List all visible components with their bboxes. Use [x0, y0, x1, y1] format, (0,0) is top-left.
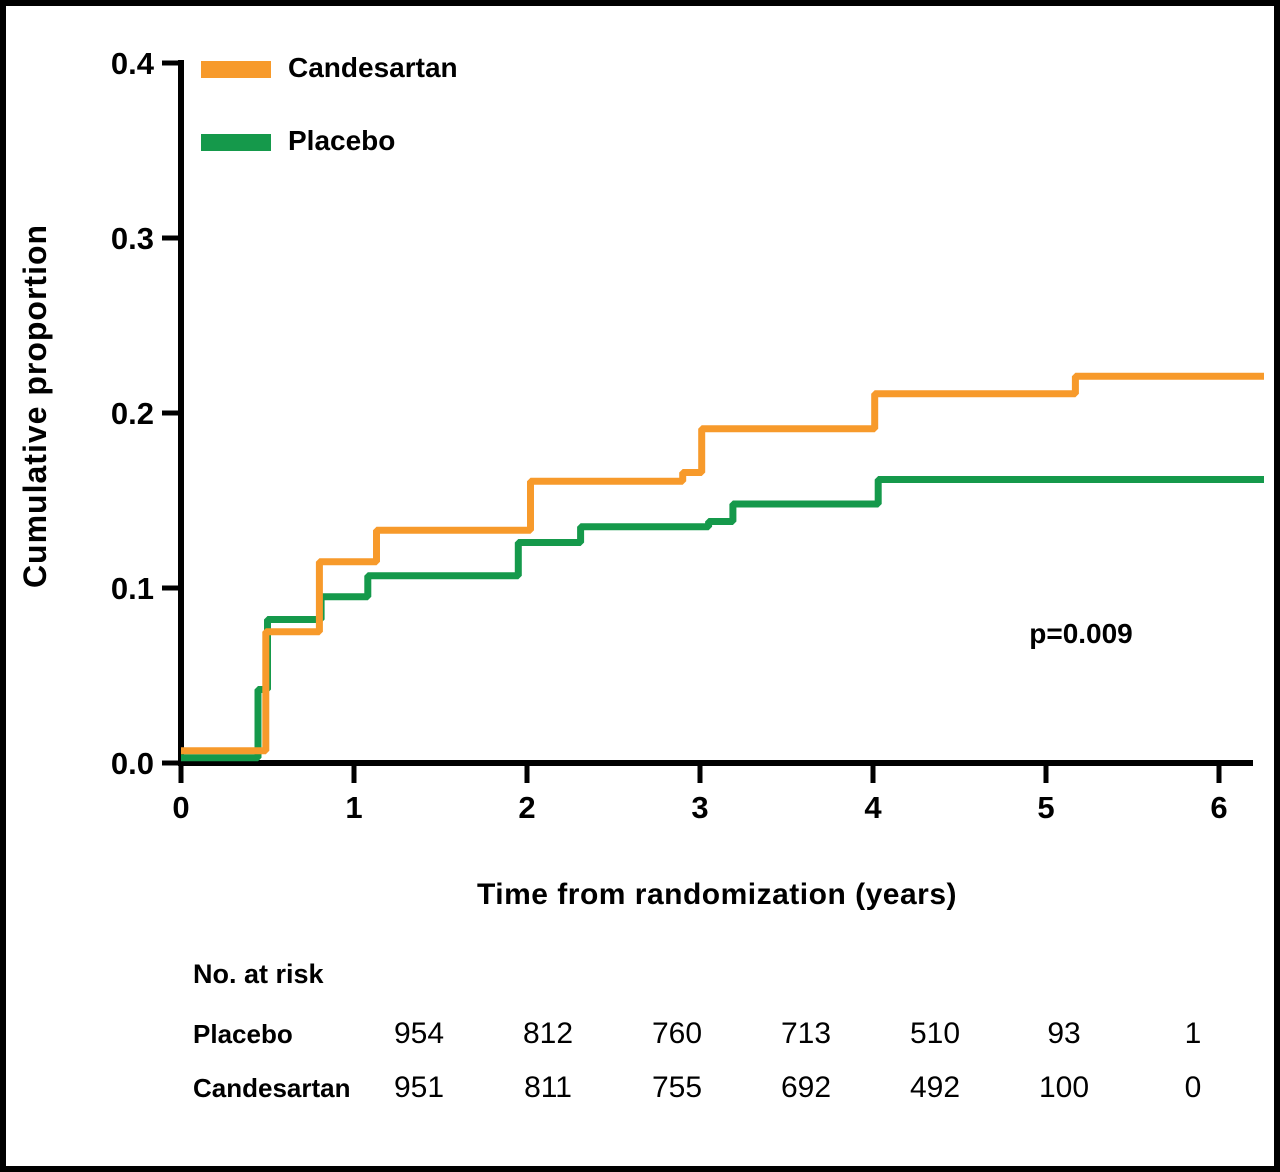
y-axis-title: Cumulative proportion	[17, 224, 53, 588]
risk-value: 713	[780, 1017, 832, 1050]
legend-label-placebo: Placebo	[288, 125, 396, 156]
x-tick-label: 2	[518, 790, 535, 825]
risk-value: 1	[1184, 1017, 1202, 1050]
risk-value: 692	[780, 1071, 832, 1104]
y-tick-label: 0.3	[111, 221, 154, 256]
x-tick-label: 6	[1210, 790, 1227, 825]
y-tick-label: 0.1	[111, 571, 154, 606]
legend-label-candesartan: Candesartan	[288, 52, 458, 83]
axes	[162, 60, 1253, 783]
x-tick-label: 1	[345, 790, 362, 825]
risk-value: 93	[1047, 1017, 1081, 1050]
risk-value: 951	[393, 1071, 445, 1104]
y-tick-label: 0.2	[111, 396, 154, 431]
x-tick-label: 5	[1037, 790, 1054, 825]
risk-value: 492	[909, 1071, 961, 1104]
tick-labels: 0 1 2 3 4 5 6 0.0 0.1 0.2 0.3 0.4	[111, 46, 1228, 825]
x-tick-label: 3	[691, 790, 708, 825]
x-tick-label: 4	[864, 790, 882, 825]
x-tick-label: 0	[172, 790, 189, 825]
curve-candesartan	[181, 372, 1264, 755]
risk-value: 811	[524, 1071, 572, 1104]
risk-table-header: No. at risk	[193, 959, 324, 989]
risk-value: 954	[393, 1017, 445, 1050]
legend-swatch-candesartan	[201, 61, 271, 78]
y-tick-label: 0.4	[111, 46, 155, 81]
risk-value: 100	[1038, 1071, 1090, 1104]
risk-row-label-placebo: Placebo	[193, 1019, 293, 1049]
legend-swatch-placebo	[201, 134, 271, 151]
y-tick-label: 0.0	[111, 746, 154, 781]
risk-value: 760	[651, 1017, 703, 1050]
risk-value: 510	[909, 1017, 961, 1050]
risk-value: 755	[651, 1071, 703, 1104]
p-value-annotation: p=0.009	[1029, 618, 1133, 649]
risk-row-label-candesartan: Candesartan	[193, 1073, 351, 1103]
x-axis-title: Time from randomization (years)	[476, 878, 958, 911]
risk-value: 812	[522, 1017, 574, 1050]
risk-value: 0	[1184, 1071, 1202, 1104]
survival-curves	[181, 372, 1264, 762]
km-plot: 0 1 2 3 4 5 6 0.0 0.1 0.2 0.3 0.4 Cumulative propor…	[17, 46, 1264, 825]
